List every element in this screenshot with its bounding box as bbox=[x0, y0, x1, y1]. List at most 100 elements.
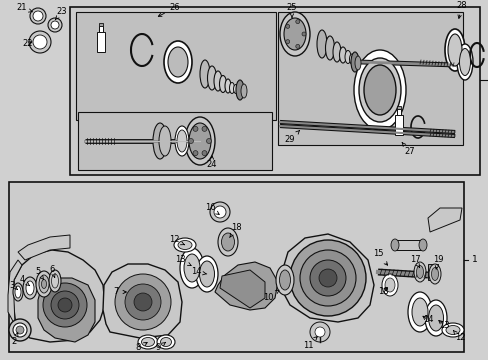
Ellipse shape bbox=[141, 337, 154, 346]
Polygon shape bbox=[8, 260, 22, 325]
Ellipse shape bbox=[325, 36, 334, 60]
Ellipse shape bbox=[279, 270, 290, 290]
Ellipse shape bbox=[15, 286, 21, 298]
Text: 7: 7 bbox=[113, 288, 126, 297]
Circle shape bbox=[115, 274, 171, 330]
Circle shape bbox=[48, 18, 62, 32]
Ellipse shape bbox=[218, 228, 238, 256]
Ellipse shape bbox=[36, 271, 52, 297]
Circle shape bbox=[188, 139, 193, 144]
Ellipse shape bbox=[447, 34, 461, 66]
Circle shape bbox=[125, 284, 161, 320]
Circle shape bbox=[299, 250, 355, 306]
Ellipse shape bbox=[339, 47, 346, 63]
Ellipse shape bbox=[233, 85, 238, 94]
Ellipse shape bbox=[284, 18, 305, 50]
Polygon shape bbox=[18, 235, 70, 260]
Ellipse shape bbox=[441, 323, 463, 337]
Text: 28: 28 bbox=[456, 0, 467, 18]
Text: 12: 12 bbox=[452, 330, 464, 342]
Text: 17: 17 bbox=[409, 256, 420, 267]
Polygon shape bbox=[220, 270, 264, 308]
Text: 10: 10 bbox=[262, 290, 279, 302]
Ellipse shape bbox=[349, 54, 354, 64]
Ellipse shape bbox=[168, 47, 187, 77]
Bar bbox=[99, 23, 103, 26]
Text: 18: 18 bbox=[229, 224, 241, 238]
Text: 11: 11 bbox=[302, 337, 317, 350]
Ellipse shape bbox=[280, 12, 309, 56]
Ellipse shape bbox=[26, 281, 34, 295]
Bar bbox=[70, 7, 479, 175]
Circle shape bbox=[9, 319, 31, 341]
Ellipse shape bbox=[41, 279, 46, 288]
Circle shape bbox=[193, 126, 198, 131]
Circle shape bbox=[29, 31, 51, 53]
Ellipse shape bbox=[384, 278, 394, 292]
Ellipse shape bbox=[138, 335, 158, 349]
Ellipse shape bbox=[163, 41, 192, 83]
Bar bbox=[394, 240, 422, 250]
Ellipse shape bbox=[153, 123, 167, 159]
Text: 18: 18 bbox=[377, 288, 387, 297]
Ellipse shape bbox=[241, 84, 246, 98]
Ellipse shape bbox=[189, 123, 210, 159]
Text: 12: 12 bbox=[168, 235, 184, 245]
Text: 24: 24 bbox=[206, 156, 217, 170]
Text: 16: 16 bbox=[204, 203, 219, 215]
Text: 25: 25 bbox=[286, 3, 297, 17]
Ellipse shape bbox=[459, 49, 469, 76]
Text: 22: 22 bbox=[23, 40, 33, 49]
Circle shape bbox=[302, 32, 305, 36]
Text: 14: 14 bbox=[190, 267, 206, 276]
Ellipse shape bbox=[350, 52, 358, 72]
Ellipse shape bbox=[407, 292, 431, 332]
Bar bbox=[99, 26, 103, 32]
Text: 8: 8 bbox=[135, 342, 147, 352]
Bar bbox=[9, 182, 463, 352]
Circle shape bbox=[33, 11, 43, 21]
Circle shape bbox=[309, 260, 346, 296]
Bar bbox=[394, 240, 422, 250]
Ellipse shape bbox=[174, 238, 196, 252]
Text: 13: 13 bbox=[174, 256, 191, 266]
Text: 20: 20 bbox=[486, 76, 488, 85]
Ellipse shape bbox=[23, 277, 37, 299]
Ellipse shape bbox=[200, 60, 209, 88]
Ellipse shape bbox=[175, 126, 189, 156]
Ellipse shape bbox=[332, 42, 340, 62]
Ellipse shape bbox=[221, 233, 234, 251]
Ellipse shape bbox=[49, 270, 61, 292]
Circle shape bbox=[193, 150, 198, 156]
Text: 1: 1 bbox=[471, 256, 477, 265]
Ellipse shape bbox=[424, 300, 446, 336]
Ellipse shape bbox=[316, 30, 326, 58]
Ellipse shape bbox=[180, 248, 203, 288]
Ellipse shape bbox=[51, 274, 59, 288]
Ellipse shape bbox=[183, 254, 200, 282]
Text: 23: 23 bbox=[55, 8, 67, 19]
Ellipse shape bbox=[219, 76, 226, 93]
Text: 2: 2 bbox=[11, 332, 18, 346]
Circle shape bbox=[202, 150, 206, 156]
Text: 19: 19 bbox=[432, 256, 442, 269]
Circle shape bbox=[209, 202, 229, 222]
Ellipse shape bbox=[418, 239, 426, 251]
Text: 26: 26 bbox=[158, 4, 180, 16]
Ellipse shape bbox=[444, 29, 464, 71]
Ellipse shape bbox=[445, 325, 459, 334]
Circle shape bbox=[309, 322, 329, 342]
Ellipse shape bbox=[229, 82, 234, 94]
Ellipse shape bbox=[157, 335, 175, 349]
Circle shape bbox=[33, 35, 47, 49]
Polygon shape bbox=[13, 250, 105, 342]
Ellipse shape bbox=[159, 126, 171, 156]
Text: 21: 21 bbox=[17, 4, 33, 13]
Ellipse shape bbox=[456, 44, 472, 80]
Circle shape bbox=[295, 44, 299, 48]
Ellipse shape bbox=[416, 265, 423, 279]
Ellipse shape bbox=[224, 79, 230, 93]
Ellipse shape bbox=[358, 58, 400, 122]
Text: 13: 13 bbox=[438, 320, 448, 329]
Ellipse shape bbox=[207, 66, 216, 90]
